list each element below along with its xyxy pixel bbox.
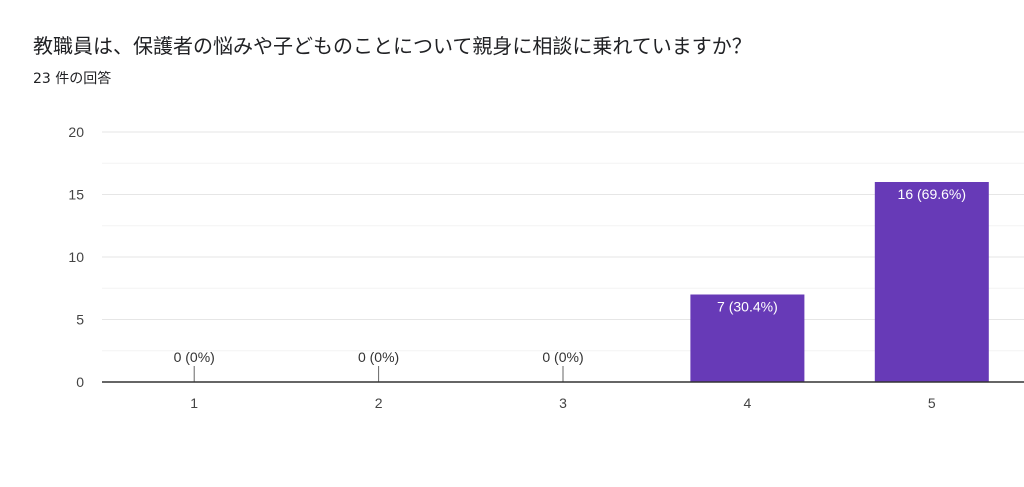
y-tick-label: 0 [76,374,84,390]
x-tick-label: 1 [190,395,198,411]
grid-lines [102,131,1024,352]
data-label: 0 (0%) [358,349,399,365]
y-tick-label: 10 [68,249,84,265]
response-count: 23 件の回答 [33,71,112,87]
data-label: 0 (0%) [542,349,583,365]
data-label: 7 (30.4%) [717,299,778,315]
bar [690,294,805,382]
data-label: 16 (69.6%) [898,186,966,202]
bar [874,182,989,382]
x-tick-label: 3 [559,395,567,411]
question-title: 教職員は、保護者の悩みや子どものことについて親身に相談に乗れていますか？ [33,34,752,58]
x-tick-label: 5 [928,395,936,411]
x-tick-label: 2 [375,395,383,411]
bars [193,182,989,382]
x-tick-label: 4 [744,395,752,411]
data-labels: 0 (0%) 0 (0%) 0 (0%) 7 (30.4%) 16 (69.6%) [174,186,966,365]
x-axis-ticks: 1 2 3 4 5 [190,395,936,411]
y-tick-label: 15 [68,187,84,203]
y-tick-label: 20 [68,124,84,140]
y-axis-ticks: 0 5 10 15 20 [68,124,84,390]
y-tick-label: 5 [76,312,84,328]
data-label: 0 (0%) [174,349,215,365]
